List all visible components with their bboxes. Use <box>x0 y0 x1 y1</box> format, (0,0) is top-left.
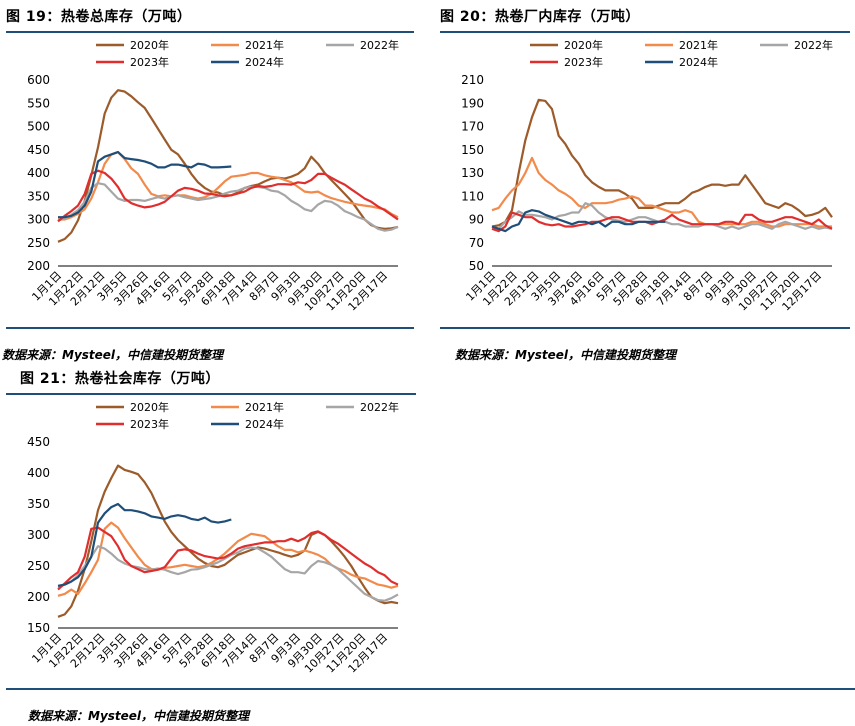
data-source: 数据来源：Mysteel，中信建投期货整理 <box>28 709 250 723</box>
legend-label: 2022年 <box>360 38 399 52</box>
figure-title: 图 19：热卷总库存（万吨） <box>6 9 192 25</box>
legend-label: 2020年 <box>130 400 169 414</box>
data-source: 数据来源：Mysteel，中信建投期货整理 <box>2 348 224 362</box>
y-tick-label: 210 <box>461 73 484 87</box>
series-line <box>58 150 232 219</box>
y-tick-label: 350 <box>27 497 50 511</box>
y-tick-label: 150 <box>461 143 484 157</box>
series-line <box>57 169 399 223</box>
legend-label: 2020年 <box>564 38 603 52</box>
legend-label: 2022年 <box>794 38 833 52</box>
chart-mill-inventory: 2020年 2021年 2022年 2023年 2024年 50 70 90 110 130 150… <box>461 38 833 313</box>
legend-label: 2020年 <box>130 38 169 52</box>
data-source: 数据来源：Mysteel，中信建投期货整理 <box>455 348 677 362</box>
y-tick-label: 500 <box>27 120 50 134</box>
legend-label: 2024年 <box>245 55 284 69</box>
y-tick-label: 190 <box>461 96 484 110</box>
y-tick-label: 400 <box>27 466 50 480</box>
legend-label: 2022年 <box>360 400 399 414</box>
y-tick-label: 110 <box>461 189 484 203</box>
y-tick-label: 300 <box>27 213 50 227</box>
legend-label: 2024年 <box>679 55 718 69</box>
bottom-rule <box>440 327 850 329</box>
y-tick-label: 130 <box>461 166 484 180</box>
legend-label: 2021年 <box>245 400 284 414</box>
legend-label: 2023年 <box>564 55 603 69</box>
y-tick-label: 550 <box>27 96 50 110</box>
legend-label: 2024年 <box>245 417 284 431</box>
figure-title: 图 21：热卷社会库存（万吨） <box>20 371 220 387</box>
title-rule <box>440 31 850 33</box>
figure-title: 图 20：热卷厂内库存（万吨） <box>440 9 640 25</box>
series-line <box>57 182 399 232</box>
y-tick-label: 250 <box>27 559 50 573</box>
series-line <box>57 464 399 618</box>
y-tick-label: 450 <box>27 143 50 157</box>
series-line <box>57 521 399 597</box>
y-tick-label: 450 <box>27 435 50 449</box>
series-line <box>491 209 666 233</box>
bottom-rule <box>6 327 414 329</box>
y-tick-label: 350 <box>27 189 50 203</box>
legend-label: 2021年 <box>245 38 284 52</box>
y-tick-label: 600 <box>27 73 50 87</box>
y-tick-label: 150 <box>27 621 50 635</box>
y-tick-label: 90 <box>469 213 484 227</box>
y-tick-label: 400 <box>27 166 50 180</box>
legend-label: 2021年 <box>679 38 718 52</box>
y-tick-label: 250 <box>27 236 50 250</box>
series-line <box>57 502 232 587</box>
chart-social-inventory: 2020年 2021年 2022年 2023年 2024年 150 200 250 300 350… <box>27 400 399 675</box>
chart-total-inventory: 2020年 2021年 2022年 2023年 2024年 200 250 300 350 400… <box>27 38 399 313</box>
title-rule <box>6 31 414 33</box>
series-line <box>491 211 833 233</box>
title-rule <box>6 393 416 395</box>
y-tick-label: 170 <box>461 120 484 134</box>
y-tick-label: 70 <box>469 236 484 250</box>
legend-label: 2023年 <box>130 55 169 69</box>
y-tick-label: 200 <box>27 259 50 273</box>
series-line <box>57 526 399 591</box>
y-tick-label: 200 <box>27 590 50 604</box>
y-tick-label: 50 <box>469 259 484 273</box>
y-tick-label: 300 <box>27 528 50 542</box>
bottom-rule <box>6 688 855 690</box>
legend-label: 2023年 <box>130 417 169 431</box>
series-line <box>491 98 833 228</box>
